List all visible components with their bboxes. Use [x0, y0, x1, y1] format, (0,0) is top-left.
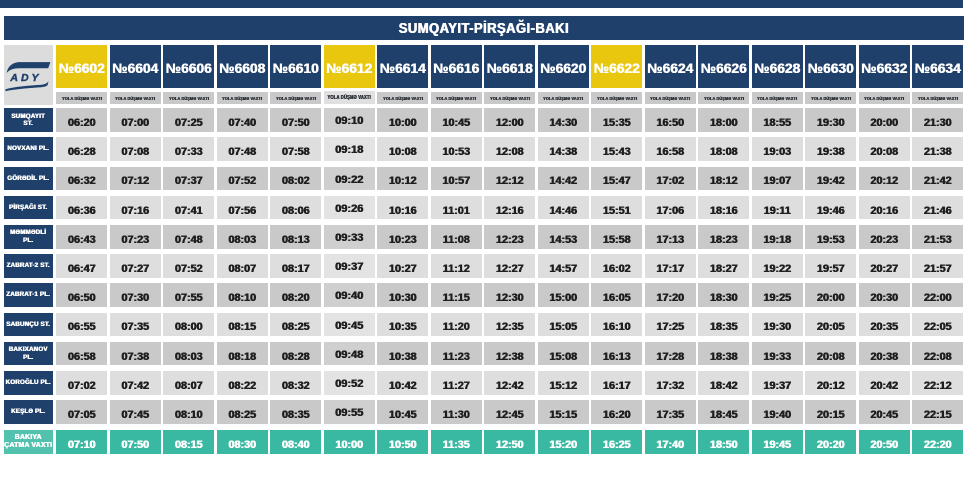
- svg-text:ADY: ADY: [9, 72, 41, 84]
